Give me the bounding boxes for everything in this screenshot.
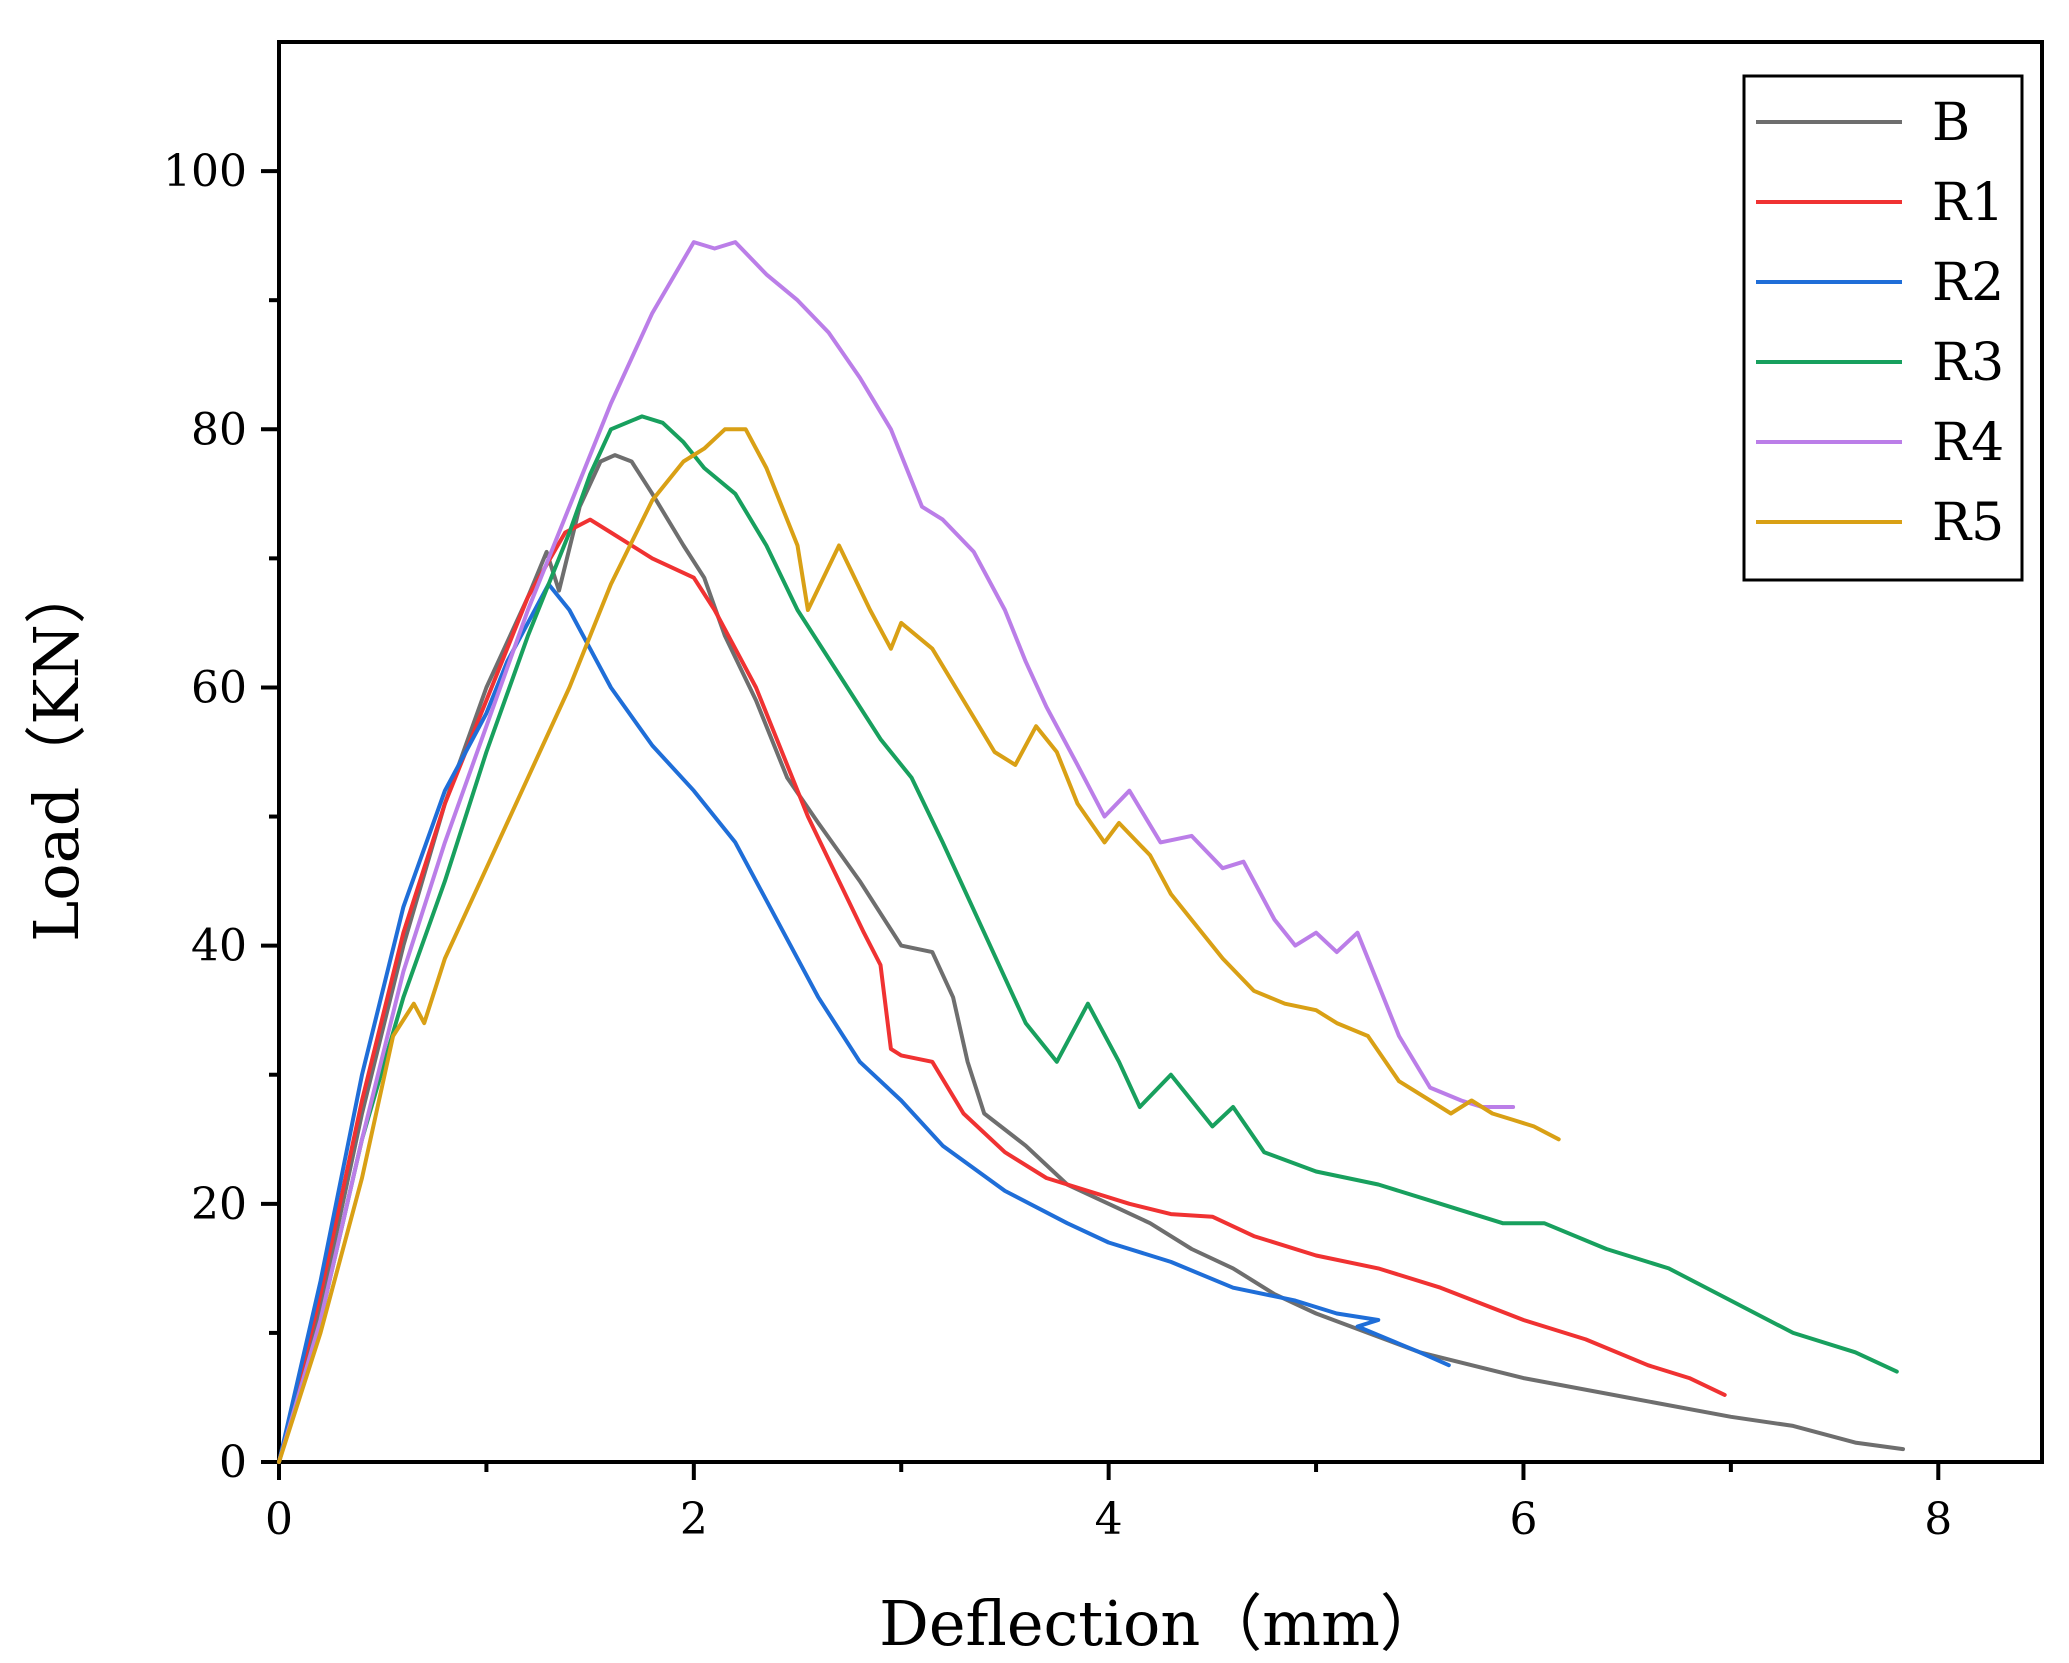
y-tick-label: 80 — [191, 404, 247, 455]
x-tick-label: 2 — [680, 1494, 708, 1545]
series-line-r1 — [277, 517, 1727, 1464]
x-tick-label: 0 — [265, 1494, 293, 1545]
y-tick-label: 100 — [163, 146, 247, 197]
series-line-r2 — [277, 582, 1451, 1464]
x-axis-title: Deflection（mm） — [879, 1587, 1442, 1660]
legend-label-b: B — [1932, 93, 1970, 153]
series-line-r5 — [277, 427, 1561, 1464]
legend: B R1 R2 R3 R4 R5 — [1742, 74, 2024, 582]
legend-label-r2: R2 — [1932, 253, 2004, 313]
legend-label-r5: R5 — [1932, 493, 2004, 553]
legend-label-r4: R4 — [1932, 413, 2004, 473]
x-tick-label: 6 — [1509, 1494, 1537, 1545]
y-tick-label: 0 — [219, 1437, 247, 1488]
axis-ticks — [261, 169, 1941, 1480]
legend-label-r1: R1 — [1932, 173, 2004, 233]
x-tick-label: 4 — [1095, 1494, 1123, 1545]
series-line-r3 — [277, 414, 1899, 1464]
series-line-r4 — [277, 240, 1516, 1464]
y-tick-label: 60 — [191, 662, 247, 713]
y-tick-label: 20 — [191, 1179, 247, 1230]
series-line-b — [277, 453, 1905, 1464]
legend-box — [1742, 74, 2024, 582]
legend-label-r3: R3 — [1932, 333, 2004, 393]
series-layer — [277, 240, 1905, 1464]
y-axis-title: Load（KN） — [20, 562, 93, 942]
x-tick-label: 8 — [1924, 1494, 1952, 1545]
y-tick-label: 40 — [191, 921, 247, 972]
plot-frame — [277, 40, 2044, 1464]
